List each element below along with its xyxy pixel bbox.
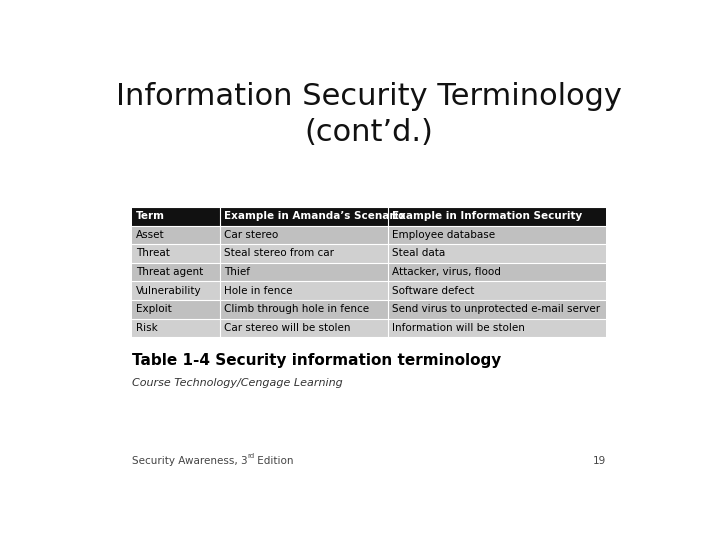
Text: Software defect: Software defect (392, 286, 474, 296)
Text: Risk: Risk (136, 323, 158, 333)
Text: Table 1-4 Security information terminology: Table 1-4 Security information terminolo… (132, 353, 501, 368)
Text: Asset: Asset (136, 230, 165, 240)
Text: Steal data: Steal data (392, 248, 446, 259)
Text: Steal stereo from car: Steal stereo from car (224, 248, 334, 259)
Text: Edition: Edition (254, 456, 294, 466)
Text: Example in Amanda’s Scenario: Example in Amanda’s Scenario (224, 211, 405, 221)
Text: Vulnerability: Vulnerability (136, 286, 202, 296)
Text: Exploit: Exploit (136, 304, 172, 314)
Text: rd: rd (248, 453, 255, 459)
Text: 19: 19 (593, 456, 606, 466)
FancyBboxPatch shape (132, 226, 606, 244)
FancyBboxPatch shape (132, 263, 606, 281)
Text: Information Security Terminology
(cont’d.): Information Security Terminology (cont’d… (116, 82, 622, 147)
Text: Car stereo will be stolen: Car stereo will be stolen (224, 323, 351, 333)
Text: Information will be stolen: Information will be stolen (392, 323, 526, 333)
Text: Car stereo: Car stereo (224, 230, 279, 240)
Text: Thief: Thief (224, 267, 250, 277)
Text: Employee database: Employee database (392, 230, 495, 240)
Text: Example in Information Security: Example in Information Security (392, 211, 582, 221)
FancyBboxPatch shape (132, 281, 606, 300)
Text: Threat: Threat (136, 248, 170, 259)
FancyBboxPatch shape (132, 207, 606, 226)
FancyBboxPatch shape (132, 319, 606, 337)
Text: Security Awareness, 3: Security Awareness, 3 (132, 456, 248, 466)
FancyBboxPatch shape (132, 244, 606, 263)
FancyBboxPatch shape (132, 300, 606, 319)
Text: Hole in fence: Hole in fence (224, 286, 292, 296)
Text: Attacker, virus, flood: Attacker, virus, flood (392, 267, 501, 277)
Text: Course Technology/Cengage Learning: Course Technology/Cengage Learning (132, 378, 343, 388)
Text: Climb through hole in fence: Climb through hole in fence (224, 304, 369, 314)
Text: Threat agent: Threat agent (136, 267, 204, 277)
Text: Term: Term (136, 211, 166, 221)
Text: Send virus to unprotected e-mail server: Send virus to unprotected e-mail server (392, 304, 600, 314)
